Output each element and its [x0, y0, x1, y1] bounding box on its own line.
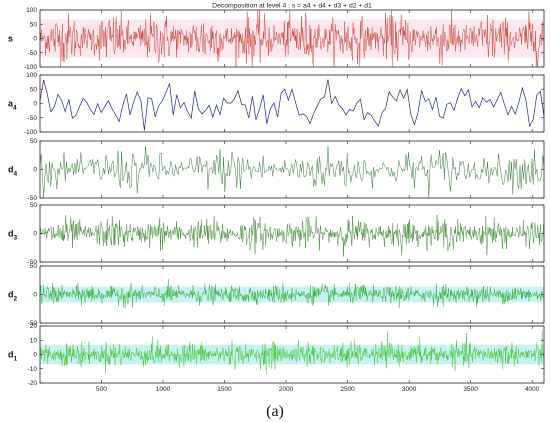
y-tick-label: 50: [30, 21, 38, 28]
chart-title: Decomposition at level 4 : s = a4 + d4 +…: [212, 3, 372, 10]
figure-caption: (a): [266, 403, 284, 420]
x-axis: 500 1000 1500 2000 2500 3000 3500 4000: [96, 386, 540, 393]
panel-label: s: [8, 34, 13, 44]
y-tick-label: 0: [33, 101, 37, 108]
x-tick-label: 3500: [463, 386, 478, 393]
x-tick-label: 1500: [217, 386, 232, 393]
panel-frame: [39, 74, 545, 133]
panel-label: d1: [8, 350, 18, 363]
y-tick-label: 0: [33, 167, 37, 174]
panel-label-subscript: 3: [14, 235, 18, 242]
panel-label-subscript: 4: [13, 105, 17, 112]
y-tick-label: 100: [26, 7, 37, 14]
y-tick-label: 100: [26, 72, 37, 79]
y-tick-label: 50: [30, 202, 38, 209]
x-tick-label: 2000: [279, 386, 294, 393]
panel-label-subscript: 1: [14, 356, 18, 363]
x-tick-label: 3000: [402, 386, 417, 393]
x-tick-label: 1000: [156, 386, 171, 393]
panel-label: d3: [8, 229, 18, 242]
x-tick-label: 500: [96, 386, 107, 393]
panel-label-subscript: 2: [14, 296, 18, 303]
panel-shade: [40, 286, 544, 303]
series-line: [39, 330, 545, 374]
y-tick-label: 50: [30, 263, 38, 270]
y-tick-label: -50: [28, 50, 38, 57]
panel-s: 100 50 0 -50 -100 s: [8, 7, 545, 71]
panel-label: a4: [8, 99, 17, 112]
y-tick-label: -50: [28, 195, 38, 202]
panel-a4: 100 50 0 -50 -100 a4: [8, 72, 545, 136]
y-tick-label: -100: [24, 129, 37, 136]
series-line: [39, 10, 545, 67]
panel-label-subscript: 4: [14, 171, 18, 178]
x-tick-label: 2500: [340, 386, 355, 393]
panel-d1: 20 10 0 -10 -20 d1: [8, 323, 545, 387]
y-tick-label: -50: [28, 115, 38, 122]
panel-d4: 50 0 -50 d4: [8, 138, 545, 202]
panel-d3: 50 0 -50 d3: [8, 202, 545, 266]
y-tick-label: 0: [33, 352, 37, 359]
y-tick-label: 0: [33, 292, 37, 299]
series-line: [39, 145, 545, 198]
panel-label: d4: [8, 165, 18, 178]
y-tick-label: 0: [33, 231, 37, 238]
y-tick-label: 20: [30, 323, 38, 330]
y-tick-label: 10: [30, 337, 38, 344]
y-tick-label: 50: [30, 86, 38, 93]
series-line: [39, 279, 545, 309]
panel-label: d2: [8, 290, 18, 303]
series-line: [39, 214, 545, 257]
y-tick-label: -10: [28, 366, 38, 373]
panel-d2: 50 0 -50 d2: [8, 263, 545, 327]
y-tick-label: 0: [33, 36, 37, 43]
y-tick-label: -50: [28, 259, 38, 266]
x-tick-label: 4000: [525, 386, 540, 393]
y-tick-label: -20: [28, 380, 38, 387]
y-tick-label: -100: [24, 64, 37, 71]
y-tick-label: 50: [30, 138, 38, 145]
y-tick-label: -50: [28, 320, 38, 327]
panels-group: 100500-50-100s100500-50-100a4500-50d4500…: [8, 7, 545, 387]
series-line: [39, 79, 545, 131]
panel-frame: [39, 140, 545, 199]
